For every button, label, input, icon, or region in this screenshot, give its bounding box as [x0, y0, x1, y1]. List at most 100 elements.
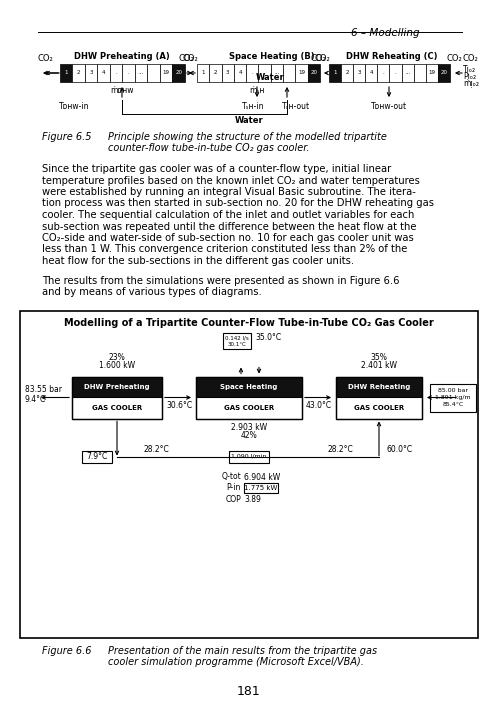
- Text: cooler simulation programme (Microsoft Excel/VBA).: cooler simulation programme (Microsoft E…: [108, 657, 364, 667]
- Bar: [135, 64, 148, 82]
- Bar: [72, 376, 162, 396]
- Text: 28.2°C: 28.2°C: [328, 445, 353, 454]
- Text: Tᴉₒ₂: Tᴉₒ₂: [463, 65, 476, 74]
- Text: 30.6°C: 30.6°C: [166, 401, 192, 411]
- Text: 60.0°C: 60.0°C: [387, 445, 413, 454]
- Text: 1.090 l/min: 1.090 l/min: [232, 454, 266, 459]
- Bar: [72, 376, 162, 418]
- Bar: [438, 64, 450, 82]
- Text: Tᴅʜᴡ-in: Tᴅʜᴡ-in: [59, 102, 89, 111]
- Text: CO₂-side and water-side of sub-section no. 10 for each gas cooler unit was: CO₂-side and water-side of sub-section n…: [42, 233, 414, 243]
- Text: 85.00 bar: 85.00 bar: [438, 388, 468, 393]
- Text: 23%: 23%: [109, 354, 125, 362]
- Text: DHW Reheating: DHW Reheating: [348, 384, 410, 389]
- Bar: [223, 333, 251, 349]
- Text: 2.401 kW: 2.401 kW: [361, 362, 397, 371]
- Text: 3: 3: [89, 70, 93, 75]
- Bar: [244, 483, 278, 493]
- Bar: [82, 450, 112, 462]
- Text: DHW Preheating (A): DHW Preheating (A): [74, 52, 170, 61]
- Bar: [336, 376, 422, 396]
- Text: .: .: [128, 70, 130, 75]
- Text: 6 – Modelling: 6 – Modelling: [351, 28, 420, 38]
- Bar: [20, 311, 478, 638]
- Bar: [258, 64, 271, 82]
- Text: Tₛʜ-in: Tₛʜ-in: [242, 102, 264, 111]
- Text: CO₂: CO₂: [38, 54, 54, 63]
- Text: .: .: [383, 70, 384, 75]
- Text: were established by running an integral Visual Basic subroutine. The itera-: were established by running an integral …: [42, 187, 416, 197]
- Text: CO₂: CO₂: [183, 54, 199, 63]
- Bar: [329, 64, 341, 82]
- Bar: [426, 64, 438, 82]
- Bar: [148, 64, 160, 82]
- Text: 20: 20: [441, 70, 448, 75]
- Text: 85.4°C: 85.4°C: [443, 401, 464, 406]
- Bar: [97, 64, 110, 82]
- Text: 83.55 bar: 83.55 bar: [25, 385, 62, 394]
- Text: ṁₛʜ: ṁₛʜ: [249, 86, 265, 95]
- Bar: [85, 64, 97, 82]
- Text: GAS COOLER: GAS COOLER: [92, 405, 142, 411]
- Text: 7.9°C: 7.9°C: [86, 452, 108, 461]
- Text: 2: 2: [214, 70, 217, 75]
- Text: 19: 19: [163, 70, 170, 75]
- Bar: [271, 64, 283, 82]
- Bar: [402, 64, 414, 82]
- Text: P-in: P-in: [227, 484, 241, 493]
- Text: The results from the simulations were presented as shown in Figure 6.6: The results from the simulations were pr…: [42, 276, 400, 286]
- Text: 1: 1: [64, 70, 68, 75]
- Text: 181: 181: [237, 685, 261, 698]
- Text: 19: 19: [428, 70, 435, 75]
- Text: counter-flow tube-in-tube CO₂ gas cooler.: counter-flow tube-in-tube CO₂ gas cooler…: [108, 143, 309, 153]
- Text: tion process was then started in sub-section no. 20 for the DHW reheating gas: tion process was then started in sub-sec…: [42, 199, 434, 208]
- Text: Tₛʜ-out: Tₛʜ-out: [282, 102, 310, 111]
- Text: Water: Water: [255, 73, 284, 82]
- Bar: [229, 450, 269, 462]
- Bar: [336, 376, 422, 418]
- Bar: [377, 64, 390, 82]
- Text: 4: 4: [370, 70, 373, 75]
- Text: 30.1°C: 30.1°C: [228, 342, 247, 347]
- Bar: [173, 64, 185, 82]
- Text: 2: 2: [77, 70, 80, 75]
- Bar: [414, 64, 426, 82]
- Text: 20: 20: [175, 70, 182, 75]
- Text: 6.904 kW: 6.904 kW: [244, 472, 280, 481]
- Text: ...: ...: [139, 70, 144, 75]
- Text: COP: COP: [225, 494, 241, 503]
- Bar: [390, 64, 402, 82]
- Text: .: .: [264, 70, 265, 75]
- Text: CO₂: CO₂: [310, 54, 326, 63]
- Text: .: .: [395, 70, 396, 75]
- Text: 2: 2: [345, 70, 349, 75]
- Bar: [336, 396, 422, 418]
- Text: 4: 4: [239, 70, 242, 75]
- Text: 19: 19: [298, 70, 305, 75]
- Bar: [234, 64, 246, 82]
- Bar: [72, 396, 162, 418]
- Text: Space Heating (B): Space Heating (B): [229, 52, 315, 61]
- Text: 35.0°C: 35.0°C: [255, 333, 281, 342]
- Text: GAS COOLER: GAS COOLER: [354, 405, 404, 411]
- Text: Space Heating: Space Heating: [221, 384, 277, 389]
- Text: 2.903 kW: 2.903 kW: [231, 423, 267, 432]
- Bar: [110, 64, 122, 82]
- Text: sub-section was repeated until the difference between the heat flow at the: sub-section was repeated until the diffe…: [42, 221, 417, 232]
- Bar: [430, 384, 476, 411]
- Text: 1: 1: [333, 70, 337, 75]
- Text: Since the tripartite gas cooler was of a counter-flow type, initial linear: Since the tripartite gas cooler was of a…: [42, 164, 391, 174]
- Text: Pᴉₒ₂: Pᴉₒ₂: [463, 72, 476, 81]
- Text: 1.600 kW: 1.600 kW: [99, 362, 135, 371]
- Bar: [246, 64, 258, 82]
- Bar: [60, 64, 72, 82]
- Text: 4: 4: [102, 70, 105, 75]
- Text: CO₂: CO₂: [447, 54, 463, 63]
- Text: 0.142 l/s: 0.142 l/s: [225, 335, 249, 340]
- Bar: [160, 64, 173, 82]
- Bar: [197, 64, 209, 82]
- Bar: [122, 64, 135, 82]
- Text: heat flow for the sub-sections in the different gas cooler units.: heat flow for the sub-sections in the di…: [42, 256, 354, 266]
- Text: DHW Preheating: DHW Preheating: [84, 384, 150, 389]
- Text: DHW Reheating (C): DHW Reheating (C): [346, 52, 438, 61]
